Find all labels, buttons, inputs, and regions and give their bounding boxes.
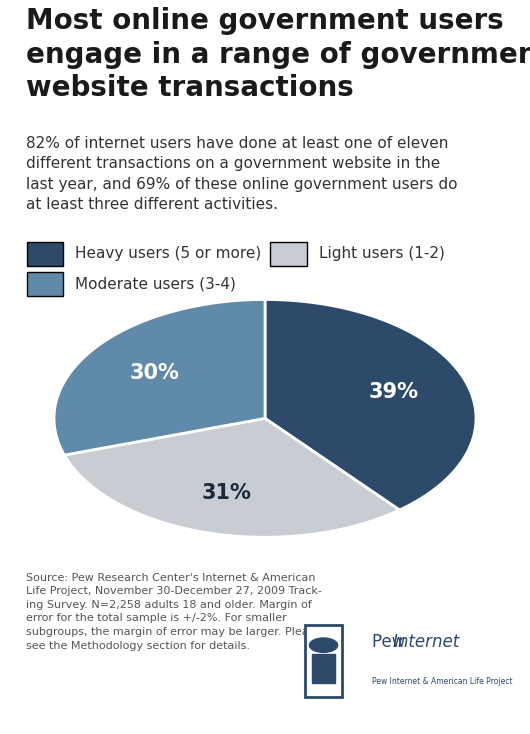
Text: Internet: Internet: [372, 633, 459, 651]
FancyBboxPatch shape: [26, 272, 63, 296]
Text: 31%: 31%: [202, 482, 252, 503]
Text: 82% of internet users have done at least one of eleven
different transactions on: 82% of internet users have done at least…: [26, 136, 458, 212]
Text: Moderate users (3-4): Moderate users (3-4): [75, 276, 236, 291]
Text: Pew: Pew: [372, 633, 410, 651]
FancyBboxPatch shape: [26, 241, 63, 266]
Text: Most online government users
engage in a range of government
website transaction: Most online government users engage in a…: [26, 7, 530, 102]
Text: 39%: 39%: [369, 382, 419, 402]
FancyBboxPatch shape: [270, 241, 307, 266]
Polygon shape: [265, 299, 476, 510]
Text: 30%: 30%: [129, 363, 179, 383]
Text: Source: Pew Research Center's Internet & American
Life Project, November 30-Dece: Source: Pew Research Center's Internet &…: [26, 573, 322, 650]
Text: Heavy users (5 or more): Heavy users (5 or more): [75, 247, 261, 261]
Text: Light users (1-2): Light users (1-2): [319, 247, 445, 261]
Polygon shape: [64, 418, 400, 537]
Text: Pew Internet & American Life Project: Pew Internet & American Life Project: [372, 677, 513, 686]
Bar: [313, 655, 334, 683]
Circle shape: [310, 638, 338, 653]
Polygon shape: [54, 299, 265, 455]
Bar: [305, 625, 342, 697]
